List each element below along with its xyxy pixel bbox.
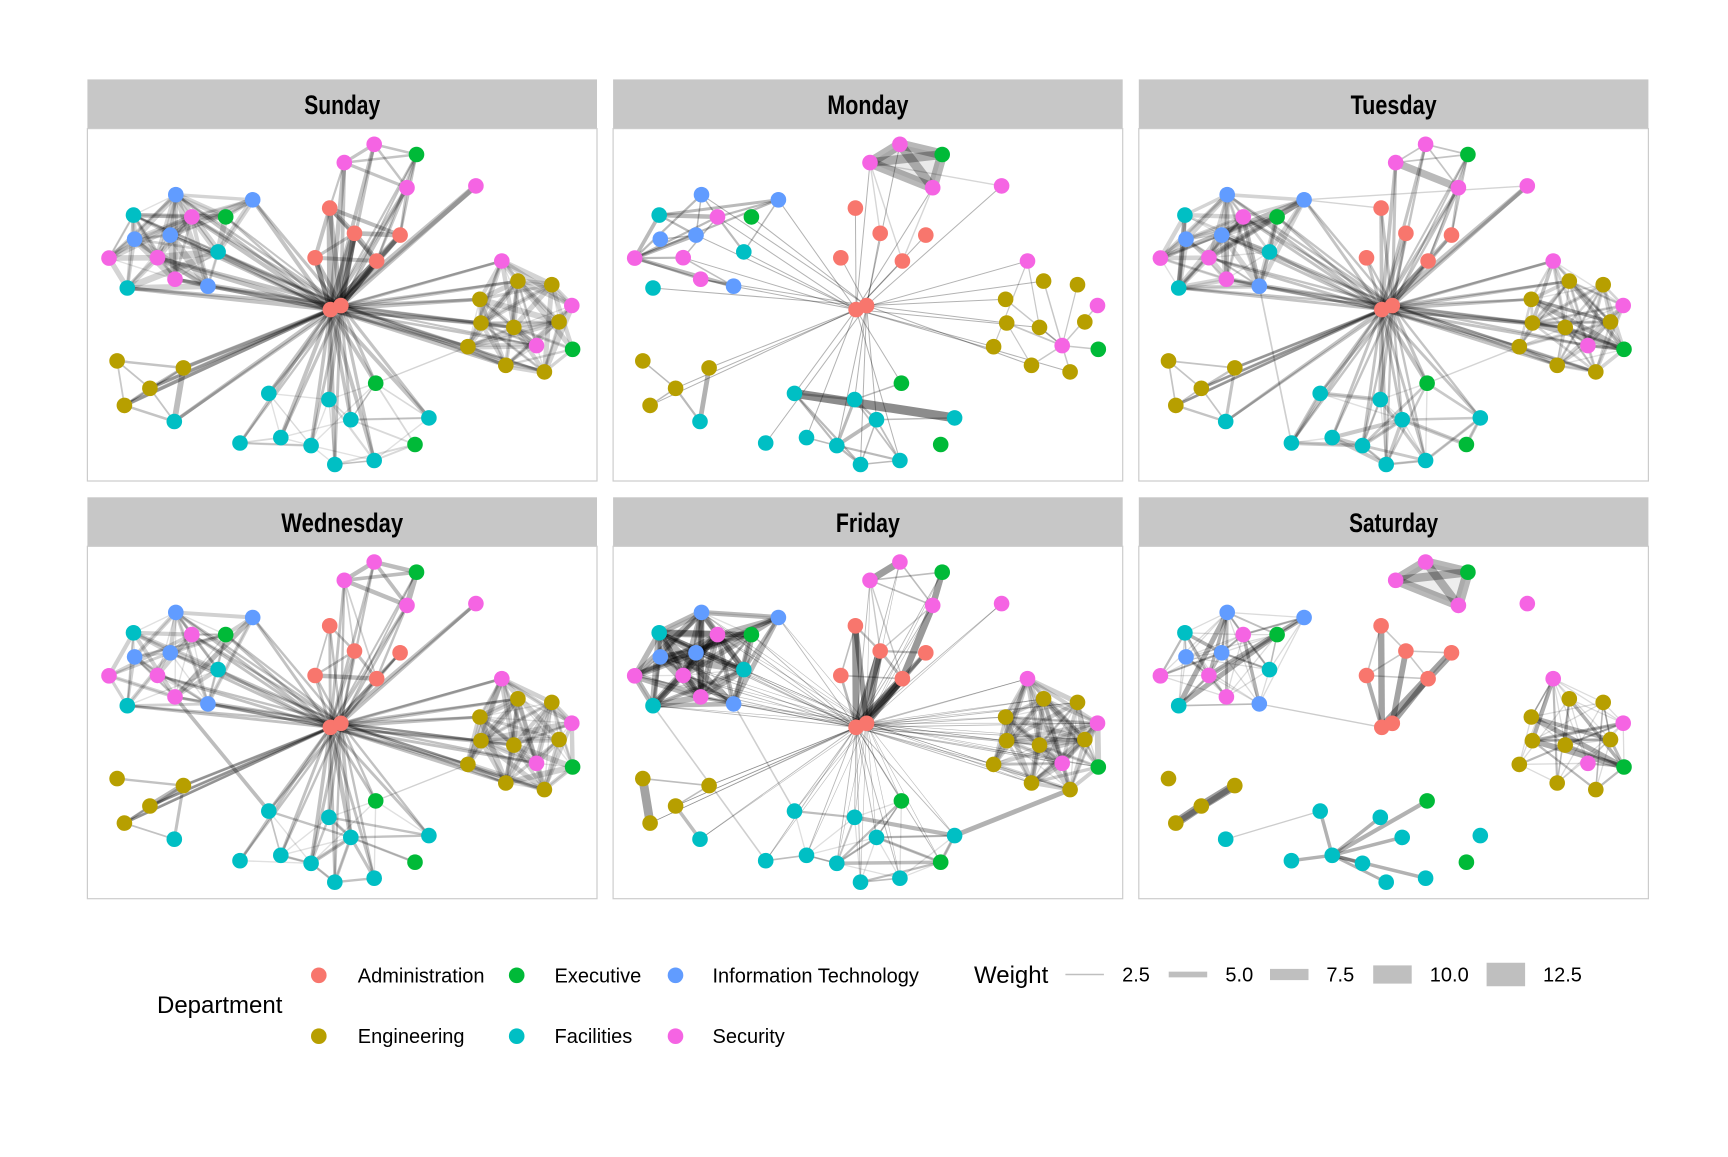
svg-text:Sunday: Sunday [304, 90, 380, 120]
svg-text:Saturday: Saturday [1349, 508, 1438, 538]
svg-text:Tuesday: Tuesday [1351, 90, 1437, 120]
svg-text:Department: Department [157, 992, 283, 1019]
svg-text:Executive: Executive [555, 965, 642, 987]
svg-text:2.5: 2.5 [1122, 965, 1150, 987]
svg-text:10.0: 10.0 [1430, 965, 1469, 987]
svg-text:Facilities: Facilities [555, 1026, 633, 1048]
svg-text:Engineering: Engineering [358, 1026, 465, 1048]
svg-text:Security: Security [713, 1026, 785, 1048]
svg-text:Wednesday: Wednesday [281, 508, 403, 538]
svg-text:Weight: Weight [974, 962, 1049, 989]
svg-text:Information Technology: Information Technology [713, 965, 919, 987]
svg-text:Friday: Friday [836, 508, 900, 538]
svg-text:5.0: 5.0 [1225, 965, 1253, 987]
svg-text:12.5: 12.5 [1543, 965, 1582, 987]
svg-text:7.5: 7.5 [1326, 965, 1354, 987]
svg-text:Administration: Administration [358, 965, 485, 987]
svg-text:Monday: Monday [827, 90, 908, 120]
